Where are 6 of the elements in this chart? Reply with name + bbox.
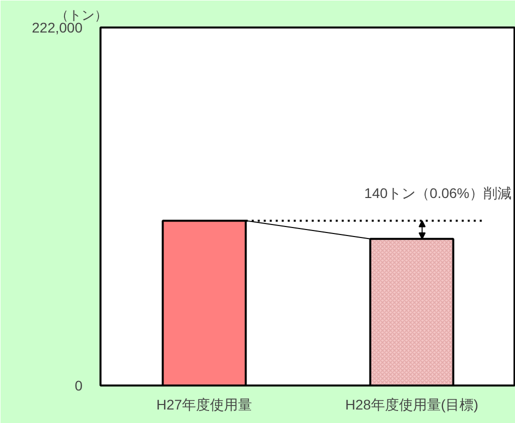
y-tick-label: 0 — [74, 378, 83, 394]
y-axis-title: （トン） — [56, 8, 108, 22]
y-tick-label: 222,000 — [32, 20, 83, 36]
annotation: 140トン（0.06%）削減 — [364, 184, 512, 201]
x-tick-label: H27年度使用量 — [156, 396, 252, 412]
x-tick-label: H28年度使用量(目標) — [345, 396, 478, 412]
